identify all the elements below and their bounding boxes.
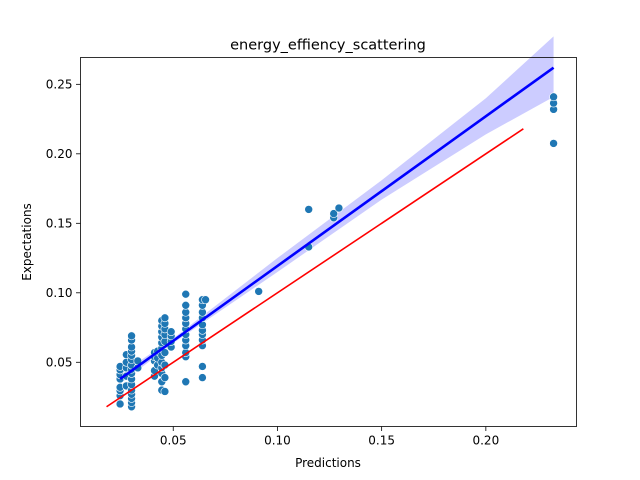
scatter-point bbox=[334, 203, 344, 213]
x-tick-label: 0.10 bbox=[264, 434, 291, 448]
scatter-point bbox=[160, 348, 170, 357]
scatter-point bbox=[115, 399, 125, 409]
scatter-point bbox=[181, 289, 191, 299]
scatter-point bbox=[181, 377, 191, 387]
x-tick-label: 0.15 bbox=[368, 434, 395, 448]
plot-area bbox=[106, 36, 558, 412]
y-axis-label: Expectations bbox=[20, 203, 34, 281]
scatter-point bbox=[549, 92, 558, 102]
x-axis-label: Predictions bbox=[295, 456, 361, 470]
scatter-point bbox=[198, 362, 207, 371]
x-tick-label: 0.05 bbox=[160, 434, 187, 448]
y-tick-label: 0.15 bbox=[46, 217, 73, 231]
confidence-band bbox=[120, 36, 554, 384]
regression-line bbox=[119, 66, 555, 381]
scatter-point bbox=[127, 331, 136, 341]
scatter-point bbox=[166, 327, 176, 337]
scatter-points bbox=[115, 92, 558, 412]
scatter-point bbox=[201, 295, 210, 305]
scatter-point bbox=[549, 139, 558, 148]
scatter-point bbox=[329, 209, 339, 218]
scatter-point bbox=[160, 387, 170, 396]
scatter-point bbox=[160, 313, 170, 323]
plot-frame bbox=[80, 57, 577, 427]
identity-line bbox=[106, 128, 524, 408]
scatter-point bbox=[160, 373, 170, 382]
y-tick-label: 0.05 bbox=[46, 356, 73, 370]
scatter-point bbox=[181, 301, 191, 310]
scatter-point bbox=[254, 287, 263, 296]
y-tick-label: 0.20 bbox=[46, 147, 73, 161]
chart-title: energy_effiency_scattering bbox=[230, 38, 426, 54]
y-tick-label: 0.10 bbox=[46, 286, 73, 300]
scatter-point bbox=[198, 373, 207, 382]
x-tick-label: 0.20 bbox=[472, 434, 499, 448]
scatter-point bbox=[304, 205, 314, 214]
y-tick-label: 0.25 bbox=[46, 78, 73, 92]
y-axis-ticks: 0.05 0.10 0.15 0.20 0.25 bbox=[46, 78, 81, 370]
x-axis-ticks: 0.05 0.10 0.15 0.20 bbox=[160, 426, 499, 448]
